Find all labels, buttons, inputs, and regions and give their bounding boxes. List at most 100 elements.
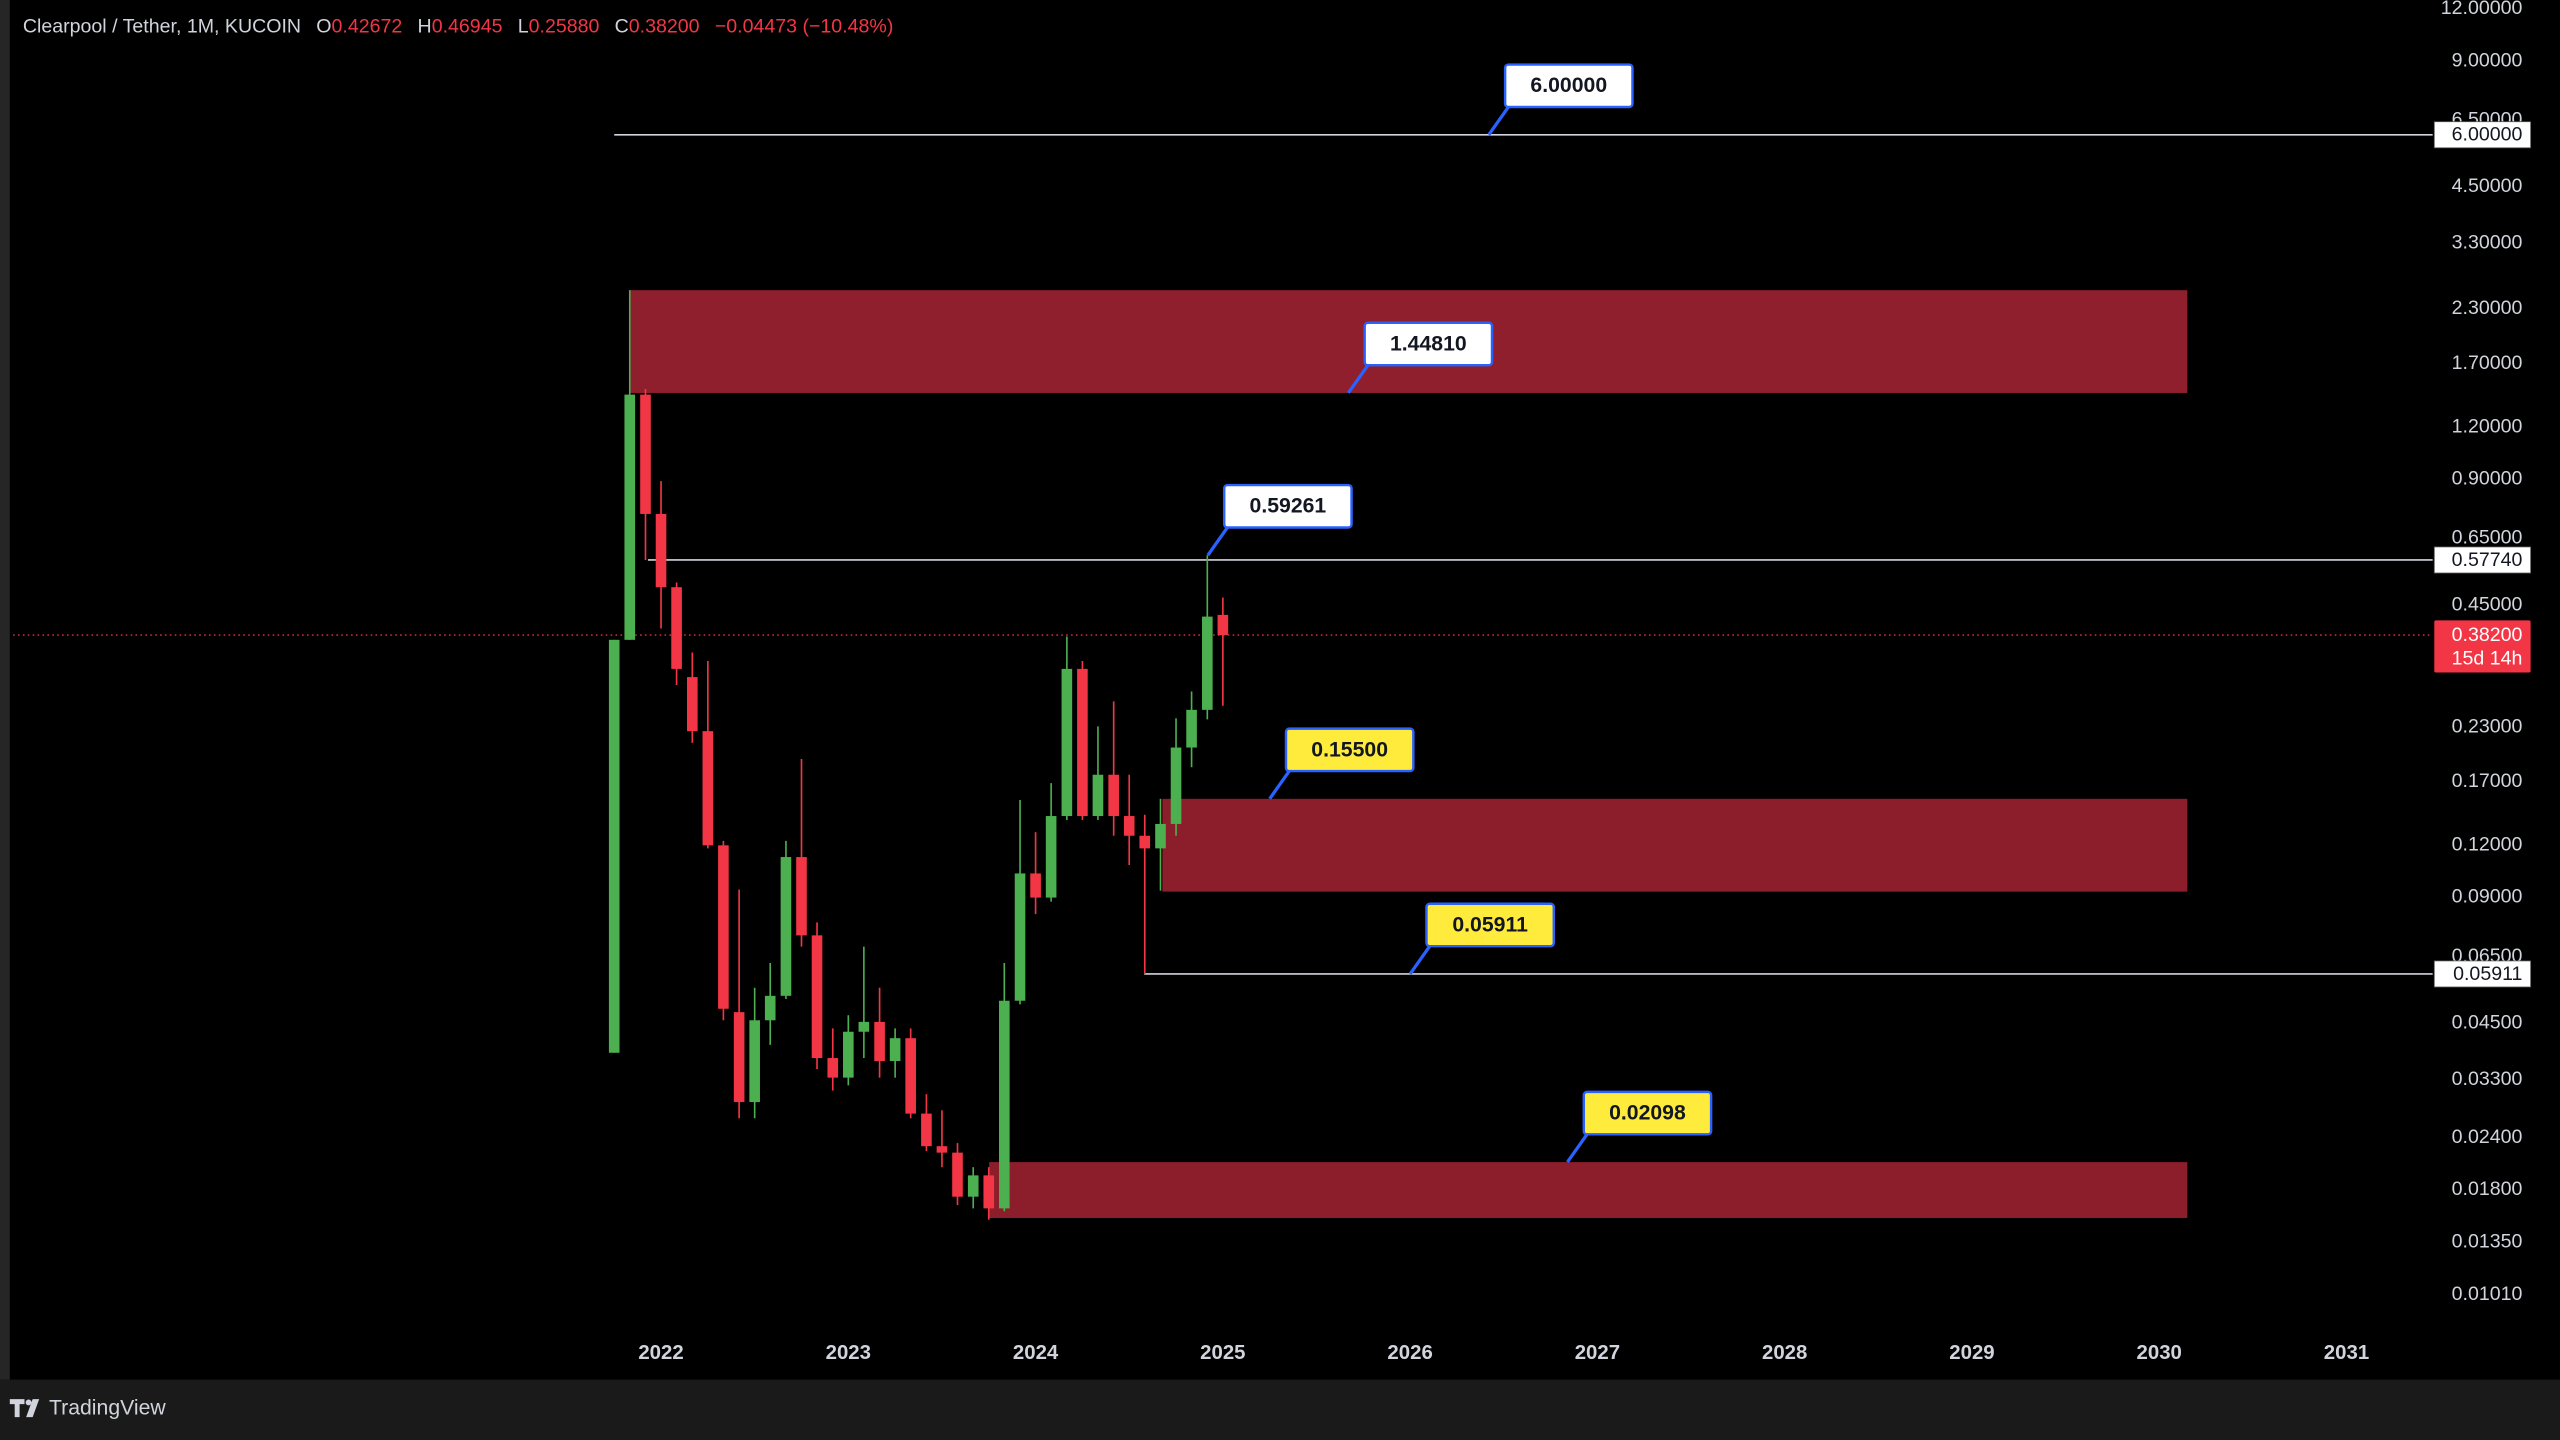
- y-tick-label: 2.30000: [2452, 297, 2523, 319]
- ohlc-label: H: [418, 16, 432, 38]
- x-tick-label: 2025: [1200, 1342, 1245, 1364]
- y-tick-label: 0.01800: [2452, 1178, 2523, 1200]
- callout-box: [1425, 902, 1556, 948]
- y-tick-label: 1.70000: [2452, 352, 2523, 374]
- logo-part: [9, 1399, 25, 1418]
- callout-label: 0.59261: [1250, 495, 1327, 518]
- callout-box: [1222, 483, 1353, 529]
- callout-pointer: [1408, 945, 1432, 975]
- candle-body: [1092, 774, 1104, 817]
- level-price-label: 0.05911: [2453, 963, 2522, 985]
- callout-label: 0.02098: [1609, 1102, 1686, 1125]
- callout-label: 0.15500: [1311, 738, 1388, 761]
- current-price-tag: [2434, 620, 2531, 673]
- candle-body: [858, 1021, 870, 1032]
- zone: [1162, 798, 2188, 892]
- x-tick-label: 2027: [1575, 1342, 1620, 1364]
- candle-body: [1045, 816, 1057, 898]
- candle-body: [1139, 835, 1151, 849]
- y-tick-label: 12.00000: [2441, 0, 2523, 19]
- candle-body: [1108, 774, 1119, 817]
- y-tick-label: 4.50000: [2452, 175, 2523, 197]
- candle-body: [952, 1152, 963, 1197]
- x-tick-label: 2024: [1013, 1342, 1059, 1364]
- candle-body: [1202, 616, 1213, 710]
- candle-body: [1123, 816, 1135, 836]
- callout-pointer: [1206, 526, 1229, 557]
- candle-body: [796, 857, 807, 936]
- callout-box: [1363, 321, 1494, 367]
- y-tick-label: 0.17000: [2452, 770, 2523, 792]
- y-tick-label: 0.23000: [2452, 715, 2523, 737]
- logo-part: [25, 1399, 32, 1406]
- y-tick-label: 1.20000: [2452, 415, 2523, 437]
- y-tick-label: 0.09000: [2452, 886, 2523, 908]
- candle-body: [1155, 823, 1166, 849]
- candle-body: [936, 1146, 948, 1153]
- candle-body: [671, 587, 682, 669]
- candle-body: [843, 1031, 854, 1078]
- candle-body: [655, 513, 667, 588]
- price-change: −0.04473 (−10.48%): [715, 16, 894, 38]
- candle-body: [921, 1113, 932, 1147]
- candle-body: [1186, 709, 1197, 748]
- candle-body: [827, 1058, 839, 1078]
- callout-pointer: [1268, 770, 1291, 800]
- x-tick-label: 2031: [2324, 1342, 2369, 1364]
- y-tick-label: 0.12000: [2452, 834, 2523, 856]
- y-tick-label: 0.03300: [2452, 1068, 2523, 1090]
- level-price-label: 0.57740: [2452, 549, 2523, 571]
- level-price-tag: [2433, 121, 2532, 149]
- x-tick-label: 2026: [1387, 1342, 1432, 1364]
- callout-pointer: [1566, 1133, 1589, 1164]
- ohlc-label: O: [316, 16, 331, 38]
- y-tick-label: 0.45000: [2452, 593, 2523, 615]
- ohlc-value: 0.46945: [432, 16, 503, 38]
- candle-body: [1030, 873, 1041, 898]
- callout-box: [1582, 1090, 1713, 1136]
- candle-body: [1061, 668, 1073, 817]
- zone: [989, 1162, 2188, 1219]
- level-price-label: 6.00000: [2452, 124, 2523, 146]
- callout-box: [1284, 727, 1415, 773]
- candle-body: [687, 677, 698, 732]
- candle-body: [1170, 747, 1182, 824]
- candle-body: [1077, 668, 1088, 817]
- y-tick-label: 0.65000: [2452, 527, 2523, 549]
- candle-body: [874, 1021, 885, 1062]
- y-tick-label: 0.01010: [2452, 1283, 2523, 1305]
- chart-header: Clearpool / Tether, 1M, KUCOIN O0.42672 …: [23, 16, 894, 38]
- x-tick-label: 2022: [638, 1342, 683, 1364]
- ohlc-label: L: [518, 16, 529, 38]
- x-tick-label: 2029: [1949, 1342, 1994, 1364]
- countdown-label: 15d 14h: [2452, 648, 2523, 670]
- candle-body: [1217, 614, 1229, 636]
- candle-body: [983, 1175, 995, 1209]
- candle-body: [702, 731, 714, 846]
- ohlc-label: C: [615, 16, 629, 38]
- callout-label: 6.00000: [1530, 74, 1607, 97]
- ohlc-value: 0.42672: [332, 16, 403, 38]
- y-tick-label: 0.04500: [2452, 1012, 2523, 1034]
- callout-label: 1.44810: [1390, 332, 1467, 355]
- candle-body: [999, 1000, 1010, 1209]
- ohlc-value: 0.38200: [629, 16, 700, 38]
- candle-body: [780, 857, 792, 996]
- candle-body: [733, 1012, 745, 1103]
- callout-box: [1503, 63, 1634, 109]
- candle-body: [811, 935, 823, 1059]
- candle-body: [749, 1020, 760, 1103]
- y-tick-label: 9.00000: [2452, 49, 2523, 71]
- candle-body: [764, 995, 776, 1021]
- x-tick-label: 2028: [1762, 1342, 1807, 1364]
- footer-bar: [0, 1379, 2560, 1440]
- left-border: [0, 0, 10, 1380]
- callout-label: 0.05911: [1452, 913, 1528, 936]
- chart-title: Clearpool / Tether, 1M, KUCOIN: [23, 16, 301, 38]
- level-price-tag: [2433, 960, 2532, 988]
- candle-body: [1014, 873, 1026, 1001]
- ohlc-value: 0.25880: [529, 16, 600, 38]
- x-tick-label: 2030: [2137, 1342, 2182, 1364]
